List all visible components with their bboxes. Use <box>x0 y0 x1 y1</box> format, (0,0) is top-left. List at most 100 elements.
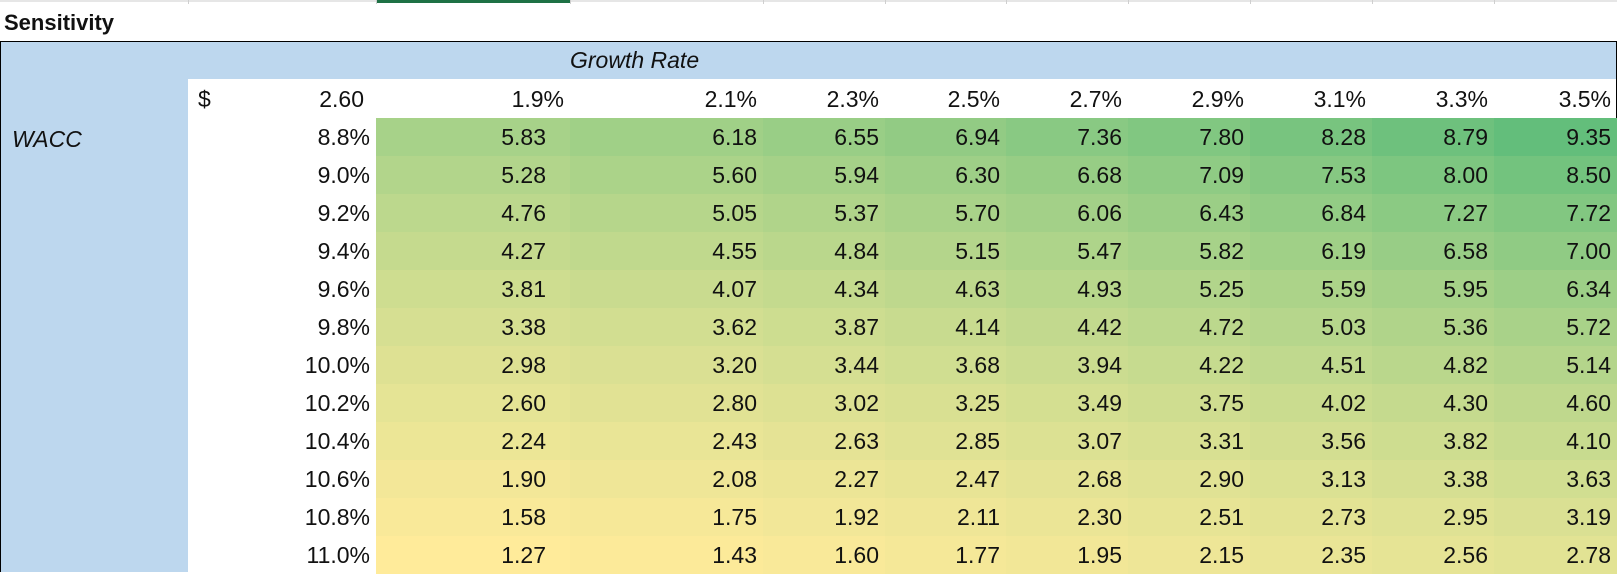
growth-rate-header[interactable]: 3.3% <box>1435 86 1488 112</box>
sensitivity-cell[interactable]: 4.22 <box>1128 346 1250 384</box>
wacc-rate-header[interactable]: 9.6% <box>317 276 370 302</box>
wacc-rate-header[interactable]: 10.6% <box>304 466 370 492</box>
sensitivity-cell[interactable]: 3.56 <box>1250 422 1372 460</box>
sensitivity-cell[interactable]: 6.58 <box>1372 232 1494 270</box>
sensitivity-cell[interactable]: 6.43 <box>1128 194 1250 232</box>
sensitivity-cell[interactable]: 3.68 <box>885 346 1006 384</box>
sensitivity-cell[interactable]: 5.95 <box>1372 270 1494 308</box>
sensitivity-cell[interactable]: 3.38 <box>1372 460 1494 498</box>
wacc-rate-header[interactable]: 9.0% <box>317 162 370 188</box>
sensitivity-cell[interactable]: 3.13 <box>1250 460 1372 498</box>
sensitivity-cell[interactable]: 7.27 <box>1372 194 1494 232</box>
sensitivity-cell[interactable]: 5.94 <box>763 156 885 194</box>
sensitivity-cell[interactable]: 4.82 <box>1372 346 1494 384</box>
sensitivity-cell[interactable]: 4.10 <box>1494 422 1617 460</box>
sensitivity-cell[interactable]: 3.63 <box>1494 460 1617 498</box>
sensitivity-cell[interactable]: 3.44 <box>763 346 885 384</box>
wacc-rate-header[interactable]: 9.2% <box>317 200 370 226</box>
sensitivity-cell[interactable]: 4.51 <box>1250 346 1372 384</box>
sensitivity-cell[interactable]: 3.38 <box>376 308 570 346</box>
sensitivity-cell[interactable]: 4.60 <box>1494 384 1617 422</box>
growth-rate-header[interactable]: 3.1% <box>1313 86 1366 112</box>
sensitivity-cell[interactable]: 2.24 <box>376 422 570 460</box>
sensitivity-cell[interactable]: 2.15 <box>1128 536 1250 574</box>
sensitivity-cell[interactable]: 3.25 <box>885 384 1006 422</box>
sensitivity-cell[interactable]: 5.03 <box>1250 308 1372 346</box>
growth-rate-header[interactable]: 2.7% <box>1069 86 1122 112</box>
sensitivity-cell[interactable]: 1.43 <box>570 536 763 574</box>
sensitivity-cell[interactable]: 4.30 <box>1372 384 1494 422</box>
sensitivity-cell[interactable]: 2.47 <box>885 460 1006 498</box>
sensitivity-cell[interactable]: 2.73 <box>1250 498 1372 536</box>
sensitivity-cell[interactable]: 6.94 <box>885 118 1006 156</box>
growth-rate-header[interactable]: 3.5% <box>1558 86 1611 112</box>
currency-symbol[interactable]: $ <box>198 86 211 112</box>
growth-rate-header[interactable]: 2.1% <box>704 86 757 112</box>
sensitivity-cell[interactable]: 5.60 <box>570 156 763 194</box>
sensitivity-cell[interactable]: 8.28 <box>1250 118 1372 156</box>
sensitivity-cell[interactable]: 6.34 <box>1494 270 1617 308</box>
growth-rate-header[interactable]: 1.9% <box>511 86 564 112</box>
sensitivity-cell[interactable]: 8.50 <box>1494 156 1617 194</box>
sensitivity-cell[interactable]: 1.77 <box>885 536 1006 574</box>
sensitivity-cell[interactable]: 2.30 <box>1006 498 1128 536</box>
sensitivity-cell[interactable]: 4.76 <box>376 194 570 232</box>
sensitivity-cell[interactable]: 1.58 <box>376 498 570 536</box>
wacc-rate-header[interactable]: 10.4% <box>304 428 370 454</box>
sensitivity-cell[interactable]: 5.05 <box>570 194 763 232</box>
sensitivity-cell[interactable]: 2.51 <box>1128 498 1250 536</box>
sensitivity-cell[interactable]: 3.49 <box>1006 384 1128 422</box>
growth-rate-header[interactable]: 2.5% <box>947 86 1000 112</box>
sensitivity-cell[interactable]: 3.20 <box>570 346 763 384</box>
sensitivity-cell[interactable]: 6.55 <box>763 118 885 156</box>
sensitivity-cell[interactable]: 8.79 <box>1372 118 1494 156</box>
sensitivity-cell[interactable]: 3.31 <box>1128 422 1250 460</box>
sensitivity-cell[interactable]: 4.02 <box>1250 384 1372 422</box>
sensitivity-cell[interactable]: 1.92 <box>763 498 885 536</box>
sensitivity-cell[interactable]: 4.34 <box>763 270 885 308</box>
wacc-rate-header[interactable]: 10.2% <box>304 390 370 416</box>
sensitivity-cell[interactable]: 2.27 <box>763 460 885 498</box>
sensitivity-cell[interactable]: 3.82 <box>1372 422 1494 460</box>
sensitivity-cell[interactable]: 2.95 <box>1372 498 1494 536</box>
sensitivity-cell[interactable]: 6.30 <box>885 156 1006 194</box>
sensitivity-cell[interactable]: 5.72 <box>1494 308 1617 346</box>
sensitivity-cell[interactable]: 2.98 <box>376 346 570 384</box>
wacc-rate-header[interactable]: 11.0% <box>306 542 370 568</box>
sensitivity-cell[interactable]: 2.08 <box>570 460 763 498</box>
sensitivity-cell[interactable]: 9.35 <box>1494 118 1617 156</box>
sensitivity-cell[interactable]: 4.84 <box>763 232 885 270</box>
sensitivity-cell[interactable]: 6.18 <box>570 118 763 156</box>
sensitivity-cell[interactable]: 4.07 <box>570 270 763 308</box>
wacc-rate-header[interactable]: 9.8% <box>317 314 370 340</box>
sheet-title[interactable]: Sensitivity <box>4 10 115 35</box>
sensitivity-cell[interactable]: 2.56 <box>1372 536 1494 574</box>
sensitivity-cell[interactable]: 5.59 <box>1250 270 1372 308</box>
sensitivity-cell[interactable]: 4.42 <box>1006 308 1128 346</box>
sensitivity-cell[interactable]: 2.35 <box>1250 536 1372 574</box>
sensitivity-cell[interactable]: 2.60 <box>376 384 570 422</box>
sensitivity-cell[interactable]: 5.83 <box>376 118 570 156</box>
sensitivity-cell[interactable]: 7.09 <box>1128 156 1250 194</box>
growth-rate-header[interactable]: 2.3% <box>826 86 879 112</box>
sensitivity-cell[interactable]: 3.02 <box>763 384 885 422</box>
base-value-cell[interactable]: 2.60 <box>319 86 364 112</box>
sensitivity-cell[interactable]: 4.14 <box>885 308 1006 346</box>
sensitivity-cell[interactable]: 5.82 <box>1128 232 1250 270</box>
sensitivity-cell[interactable]: 3.87 <box>763 308 885 346</box>
sensitivity-cell[interactable]: 6.68 <box>1006 156 1128 194</box>
sensitivity-cell[interactable]: 3.19 <box>1494 498 1617 536</box>
sensitivity-cell[interactable]: 5.37 <box>763 194 885 232</box>
sensitivity-cell[interactable]: 5.70 <box>885 194 1006 232</box>
sensitivity-cell[interactable]: 6.84 <box>1250 194 1372 232</box>
sensitivity-cell[interactable]: 7.00 <box>1494 232 1617 270</box>
sensitivity-cell[interactable]: 4.55 <box>570 232 763 270</box>
sensitivity-cell[interactable]: 3.07 <box>1006 422 1128 460</box>
sensitivity-cell[interactable]: 5.14 <box>1494 346 1617 384</box>
sensitivity-cell[interactable]: 2.11 <box>885 498 1006 536</box>
sensitivity-cell[interactable]: 5.15 <box>885 232 1006 270</box>
sensitivity-cell[interactable]: 2.43 <box>570 422 763 460</box>
sensitivity-cell[interactable]: 3.81 <box>376 270 570 308</box>
sensitivity-cell[interactable]: 4.72 <box>1128 308 1250 346</box>
sensitivity-cell[interactable]: 8.00 <box>1372 156 1494 194</box>
